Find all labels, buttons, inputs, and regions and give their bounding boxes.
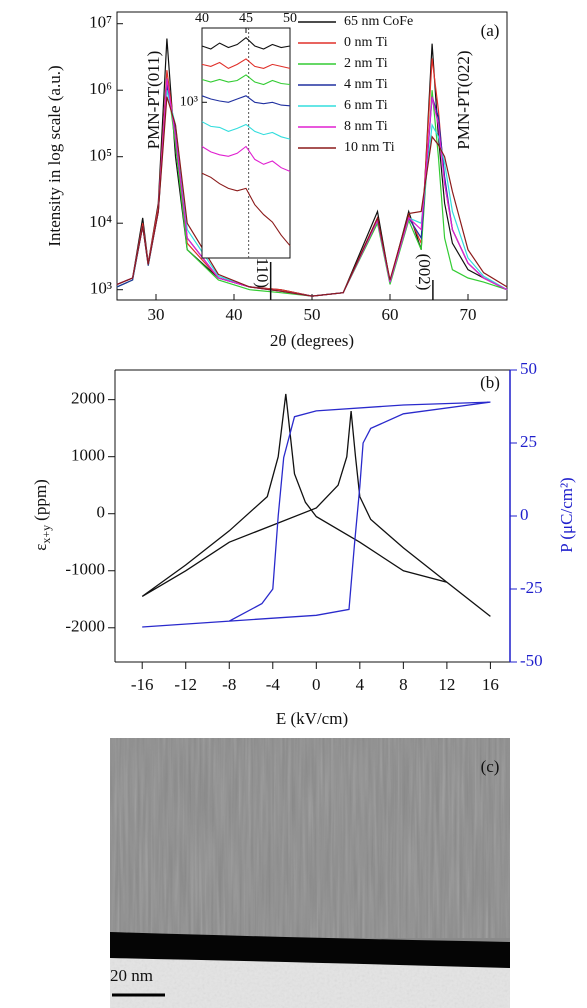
x-tick-label: 16 — [482, 675, 499, 694]
legend-label: 8 nm Ti — [344, 119, 388, 134]
inset-x-tick-label: 50 — [283, 11, 297, 26]
legend-label: 0 nm Ti — [344, 35, 388, 50]
y-axis-symbol: ε — [31, 544, 50, 551]
y-tick-label: 10⁶ — [89, 79, 112, 98]
inset-line — [201, 121, 291, 140]
x-tick-label: -8 — [222, 675, 236, 694]
spectrum-line — [116, 90, 508, 297]
y-tick-label: 10⁴ — [89, 212, 112, 231]
peak-annotation: PMN-PT(011) — [144, 51, 163, 150]
inset-line — [201, 74, 291, 86]
y2-tick-label: -25 — [520, 578, 543, 597]
inset-line — [201, 172, 291, 247]
x-tick-label: 60 — [382, 305, 399, 324]
inset-frame — [201, 27, 291, 259]
inset-line — [201, 95, 291, 107]
reference-label: (002) — [415, 254, 434, 291]
x-tick-label: 0 — [312, 675, 321, 694]
panel-label: (b) — [480, 373, 500, 392]
inset-y-tick-label: 10³ — [180, 95, 198, 110]
y2-tick-label: -50 — [520, 651, 543, 670]
legend-label: 6 nm Ti — [344, 98, 388, 113]
legend-label: 2 nm Ti — [344, 56, 388, 71]
spectrum-line — [116, 58, 508, 297]
peak-annotation: PMN-PT(022) — [454, 50, 473, 149]
x-tick-label: -12 — [174, 675, 197, 694]
x-tick-label: -4 — [266, 675, 281, 694]
inset-line — [201, 58, 291, 70]
dark-layer — [110, 932, 510, 968]
strain-loop — [141, 393, 491, 617]
legend-label: 65 nm CoFe — [344, 14, 413, 29]
panel-label: (a) — [481, 21, 500, 40]
x-axis-label: E (kV/cm) — [276, 709, 348, 728]
y-tick-label: -2000 — [65, 617, 105, 636]
y2-tick-label: 25 — [520, 432, 537, 451]
image-texture — [110, 738, 510, 938]
legend-label: 4 nm Ti — [344, 77, 388, 92]
polarization-loop — [142, 401, 491, 628]
y-axis-label: εx+y (ppm) — [31, 479, 53, 550]
x-tick-label: 8 — [399, 675, 408, 694]
x-tick-label: 30 — [148, 305, 165, 324]
inset-x-tick-label: 45 — [239, 11, 253, 26]
y2-tick-label: 50 — [520, 359, 537, 378]
y-tick-label: -1000 — [65, 560, 105, 579]
x-axis-label: 2θ (degrees) — [270, 331, 354, 350]
y-tick-label: 0 — [97, 503, 106, 522]
scale-bar-label: 20 nm — [110, 966, 153, 985]
y-axis-unit: (ppm) — [31, 479, 50, 521]
tem-image: 20 nm (c) — [110, 738, 510, 1008]
x-tick-label: 40 — [226, 305, 243, 324]
inset-x-tick-label: 40 — [195, 11, 209, 26]
spectrum-line — [116, 96, 508, 297]
y-tick-label: 10⁵ — [89, 146, 112, 165]
inset-line — [201, 36, 291, 50]
inset-line — [201, 145, 291, 172]
panel-label: (c) — [481, 757, 500, 776]
y-tick-label: 2000 — [71, 389, 105, 408]
x-tick-label: 50 — [304, 305, 321, 324]
x-tick-label: 70 — [460, 305, 477, 324]
y-axis-subscript: x+y — [39, 525, 53, 544]
spectrum-line — [116, 38, 508, 297]
legend-label: 10 nm Ti — [344, 140, 395, 155]
y-tick-label: 10⁷ — [89, 13, 112, 32]
x-tick-label: 4 — [356, 675, 365, 694]
y-tick-label: 10³ — [90, 279, 112, 298]
x-tick-label: 12 — [438, 675, 455, 694]
y-axis-label: Intensity in log scale (a.u.) — [45, 65, 64, 246]
y-tick-label: 1000 — [71, 446, 105, 465]
reference-label: (110) — [253, 252, 272, 288]
y2-tick-label: 0 — [520, 505, 529, 524]
y2-axis-label: P (μC/cm²) — [557, 477, 576, 552]
x-tick-label: -16 — [131, 675, 154, 694]
